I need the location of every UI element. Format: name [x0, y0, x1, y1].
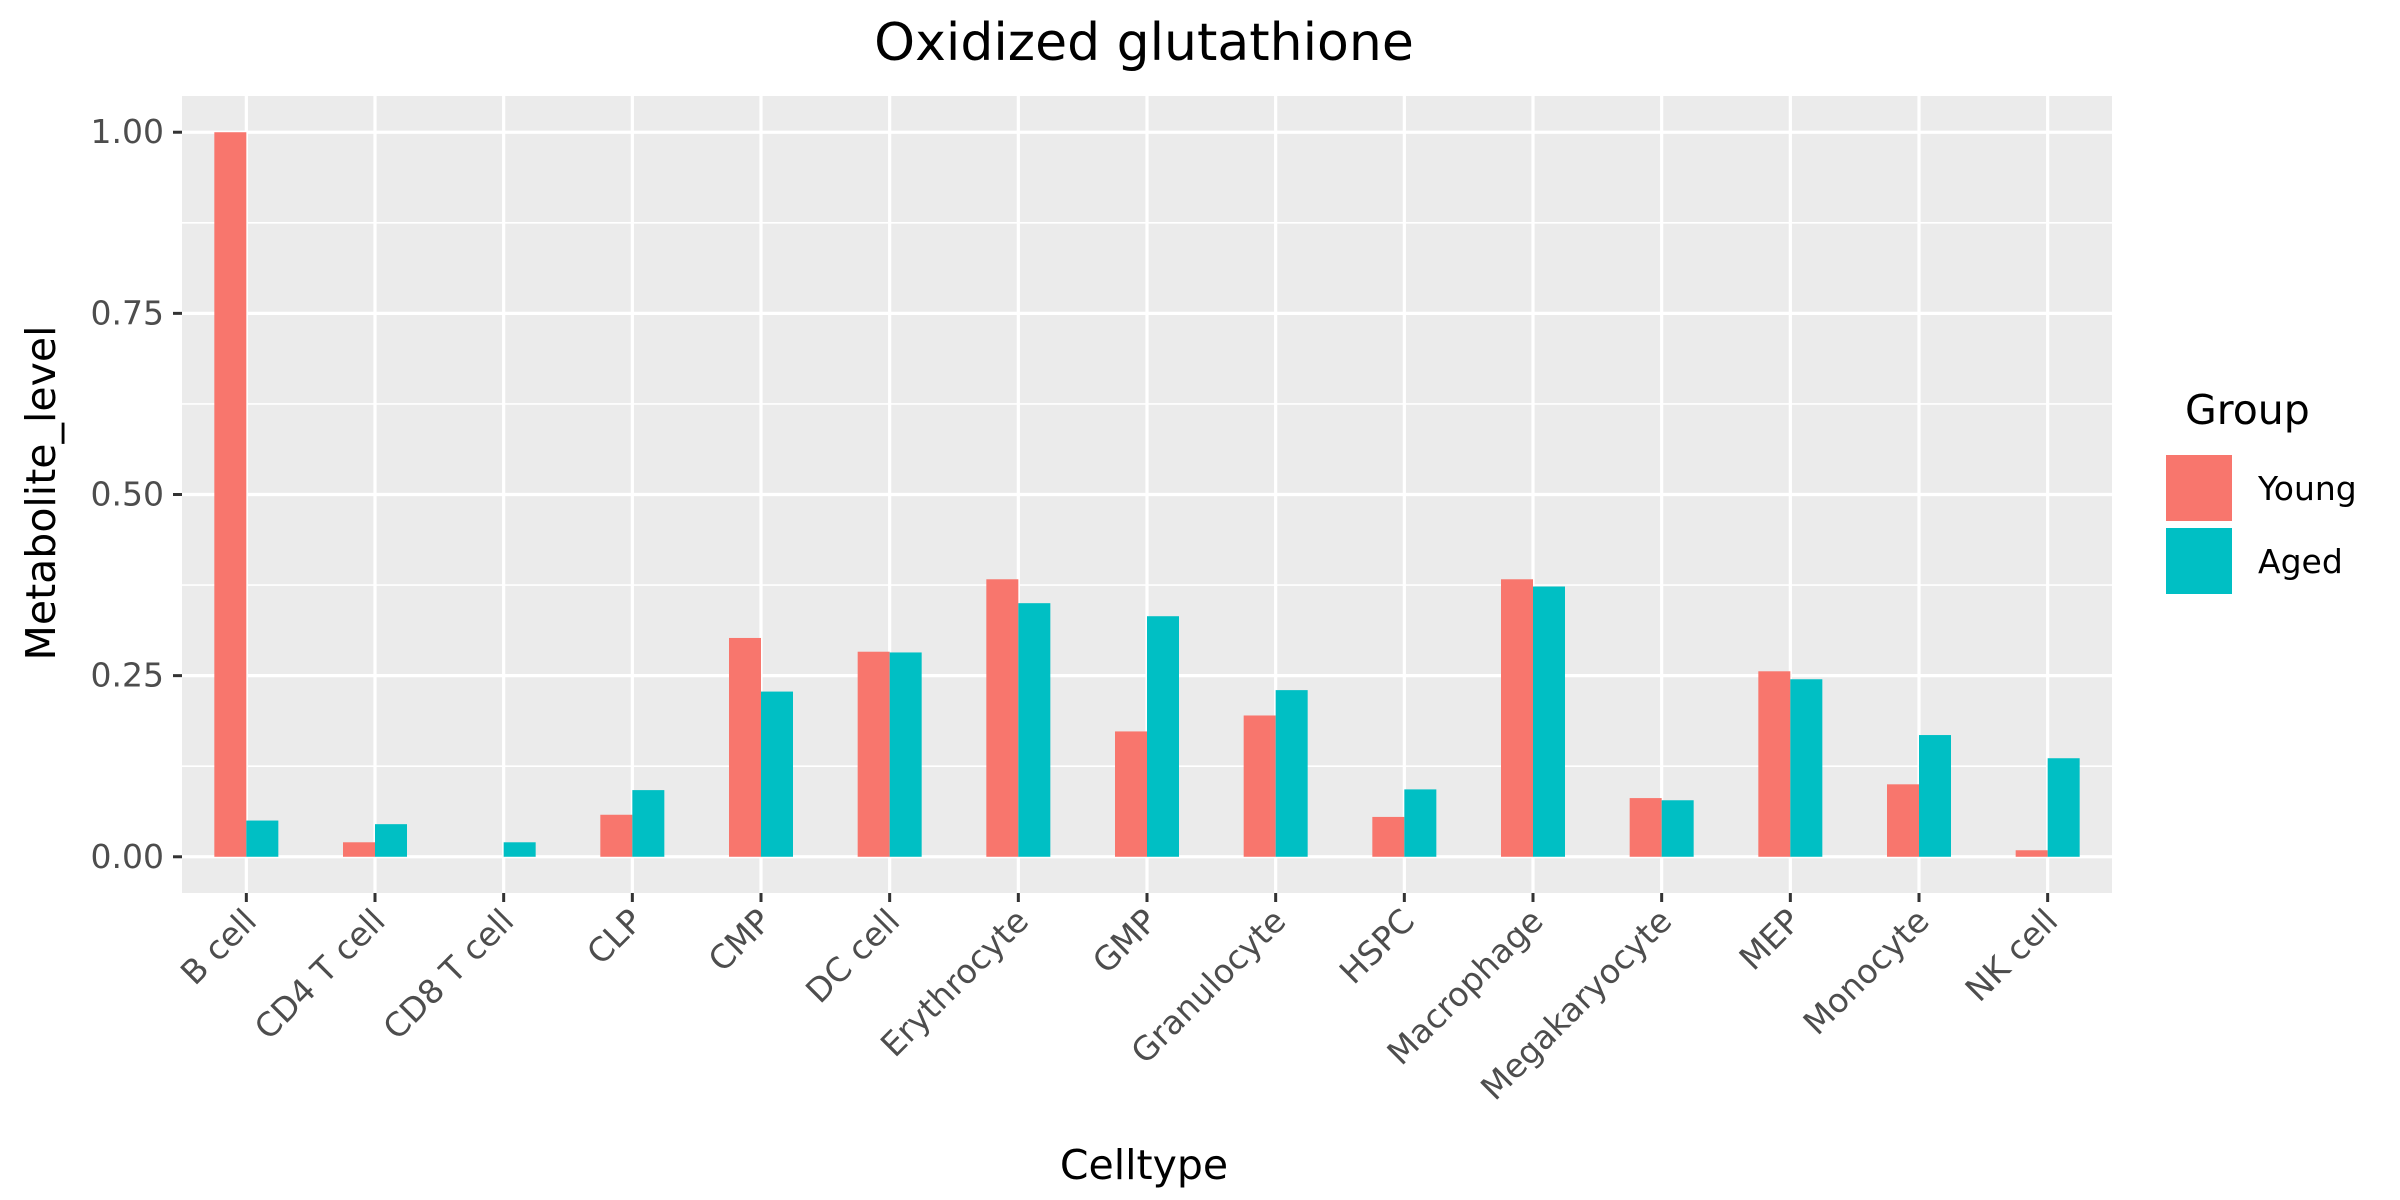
bar-aged — [632, 790, 665, 857]
y-tick-label: 0.00 — [91, 837, 164, 876]
bar-young — [1758, 671, 1791, 857]
x-tick-label: NK cell — [1957, 901, 2065, 1009]
bar-young — [2015, 850, 2048, 857]
bar-young — [1501, 579, 1533, 857]
x-tick-label: MEP — [1731, 901, 1808, 978]
bars — [214, 132, 2080, 857]
legend: Group Young Aged — [2166, 386, 2357, 594]
x-tick-label: CMP — [701, 901, 779, 979]
bar-aged — [1275, 690, 1308, 857]
y-axis-title: Metabolite_level — [17, 326, 65, 661]
y-tick-label: 1.00 — [91, 112, 164, 151]
legend-label-aged: Aged — [2258, 542, 2343, 581]
x-tick-label: CD4 T cell — [247, 901, 393, 1047]
bar-aged — [1147, 616, 1179, 857]
bar-young — [600, 814, 633, 857]
y-axis: 0.00 0.25 0.50 0.75 1.00 — [91, 112, 182, 876]
bar-aged — [1790, 679, 1823, 857]
bar-aged — [1018, 603, 1051, 857]
y-tick-label: 0.25 — [91, 656, 164, 695]
bar-young — [214, 132, 247, 857]
bar-young — [986, 579, 1019, 857]
x-tick-label: GMP — [1085, 901, 1165, 981]
legend-label-young: Young — [2257, 469, 2357, 508]
bar-aged — [761, 691, 793, 857]
chart-title: Oxidized glutathione — [874, 13, 1414, 73]
x-tick-label: CLP — [579, 901, 650, 972]
bar-aged — [375, 824, 407, 857]
bar-young — [1629, 798, 1662, 857]
legend-key-aged — [2166, 528, 2232, 594]
bar-aged — [1919, 735, 1951, 857]
x-tick-label: DC cell — [798, 901, 907, 1010]
bar-aged — [1404, 789, 1437, 857]
bar-aged — [246, 820, 279, 857]
x-tick-label: CD8 T cell — [375, 901, 521, 1047]
legend-title: Group — [2185, 386, 2310, 434]
bar-young — [1115, 731, 1147, 857]
x-tick-label: B cell — [173, 901, 264, 992]
y-tick-label: 0.50 — [91, 475, 164, 514]
bar-aged — [1661, 800, 1694, 857]
bar-aged — [503, 842, 536, 857]
bar-young — [1243, 715, 1276, 857]
bar-young — [857, 651, 890, 857]
x-axis-title: Celltype — [1060, 1141, 1228, 1189]
bar-aged — [2047, 758, 2080, 857]
bar-young — [1372, 816, 1405, 857]
x-tick-label: HSPC — [1332, 901, 1422, 991]
y-tick-label: 0.75 — [91, 293, 164, 332]
bar-young — [729, 637, 761, 857]
bar-young — [1887, 784, 1919, 857]
bar-aged — [889, 652, 922, 857]
bar-aged — [1533, 586, 1565, 857]
x-tick-label: Monocyte — [1795, 901, 1936, 1042]
legend-key-young — [2166, 455, 2232, 521]
bar-young — [343, 842, 375, 857]
